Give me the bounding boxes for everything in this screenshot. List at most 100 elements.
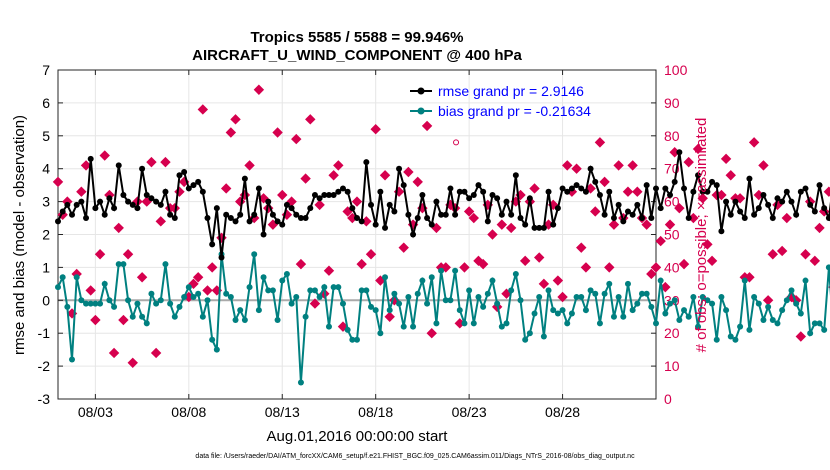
bias-point <box>676 317 683 324</box>
rmse-point <box>564 188 571 195</box>
bias-point <box>760 317 767 324</box>
rmse-point <box>143 192 150 199</box>
bias-point <box>302 313 309 320</box>
obs-assimilated-marker <box>641 219 652 230</box>
bias-point <box>227 294 234 301</box>
obs-assimilated-marker <box>823 186 830 197</box>
rmse-point <box>751 211 758 218</box>
obs-assimilated-marker <box>720 153 732 165</box>
obs-assimilated-marker <box>706 255 718 267</box>
bias-point <box>751 294 758 301</box>
bias-point <box>582 307 589 314</box>
bias-point <box>536 294 543 301</box>
obs-assimilated-marker <box>127 357 138 369</box>
obs-assimilated-marker <box>370 124 381 135</box>
bias-point <box>494 300 501 307</box>
bias-point <box>564 320 571 327</box>
bias-point <box>802 277 809 284</box>
obs-assimilated-marker <box>646 268 657 280</box>
bias-point <box>213 346 220 353</box>
rmse-point <box>134 205 141 212</box>
bias-point <box>405 294 412 301</box>
obs-assimilated-marker <box>678 258 690 270</box>
bias-point <box>321 284 328 291</box>
bias-point <box>634 300 641 307</box>
obs-assimilated-marker <box>758 160 769 171</box>
bias-point <box>540 333 547 340</box>
obs-assimilated-marker <box>403 166 414 178</box>
obs-assimilated-marker <box>202 285 213 296</box>
rmse-point <box>671 178 678 185</box>
bias-point <box>143 320 150 327</box>
rmse-point <box>811 208 818 215</box>
obs-assimilated-marker <box>781 212 793 224</box>
rmse-point <box>274 218 281 225</box>
rmse-point <box>802 185 809 192</box>
rmse-point <box>461 188 468 195</box>
rmse-point <box>269 211 276 218</box>
rmse-point <box>293 211 300 218</box>
obs-assimilated-marker <box>421 120 433 132</box>
obs-assimilated-marker <box>76 186 87 197</box>
bias-point <box>704 297 711 304</box>
obs-assimilated-marker <box>426 327 437 339</box>
bias-point <box>363 287 370 294</box>
obs-assimilated-marker <box>632 186 643 197</box>
obs-assimilated-marker <box>155 216 166 227</box>
obs-assimilated-marker <box>683 156 694 168</box>
rmse-point <box>624 208 631 215</box>
obs-assimilated-marker <box>655 235 666 247</box>
rmse-point <box>139 165 146 172</box>
rmse-point <box>517 215 524 222</box>
bias-point <box>695 323 702 330</box>
rmse-point <box>821 205 828 212</box>
bias-point <box>489 277 496 284</box>
bias-point <box>162 261 169 268</box>
rmse-point <box>209 241 216 248</box>
bias-point <box>120 261 127 268</box>
rmse-point <box>718 228 725 235</box>
bias-point <box>241 317 248 324</box>
y-tick-label-right: 60 <box>664 194 680 210</box>
rmse-point <box>311 192 318 199</box>
obs-assimilated-marker <box>188 278 199 290</box>
bias-point <box>316 294 323 301</box>
rmse-point <box>554 205 561 212</box>
y-tick-label-right: 20 <box>664 325 680 341</box>
obs-assimilated-marker <box>85 285 96 296</box>
bias-point <box>204 297 211 304</box>
obs-assimilated-marker <box>295 258 307 270</box>
obs-assimilated-marker <box>90 314 101 326</box>
plot-area: -3-2-101234567010203040506070809010008/0… <box>38 62 830 420</box>
bias-point <box>83 300 90 307</box>
bias-point <box>606 280 613 287</box>
obs-assimilated-marker <box>314 199 325 211</box>
rmse-point <box>302 215 309 222</box>
rmse-point <box>97 198 104 205</box>
bias-point <box>87 300 94 307</box>
rmse-point <box>592 178 599 185</box>
bias-point <box>442 297 449 304</box>
rmse-point <box>78 198 85 205</box>
obs-assimilated-marker <box>702 239 713 250</box>
obs-assimilated-marker <box>776 245 788 257</box>
rmse-point <box>106 195 113 202</box>
rmse-point <box>195 178 202 185</box>
rmse-point <box>386 201 393 208</box>
bias-point <box>311 287 318 294</box>
bias-point <box>755 300 762 307</box>
rmse-point <box>115 162 122 169</box>
obs-assimilated-marker <box>627 160 638 171</box>
rmse-point <box>508 211 515 218</box>
rmse-point <box>167 211 174 218</box>
obs-assimilated-marker <box>604 262 615 273</box>
bias-point <box>297 379 304 386</box>
bias-point <box>307 287 314 294</box>
bias-point <box>181 294 188 301</box>
bias-point <box>176 303 183 310</box>
rmse-point <box>344 188 351 195</box>
bias-point <box>811 320 818 327</box>
rmse-point <box>227 215 234 222</box>
bias-point <box>783 297 790 304</box>
rmse-point <box>283 201 290 208</box>
